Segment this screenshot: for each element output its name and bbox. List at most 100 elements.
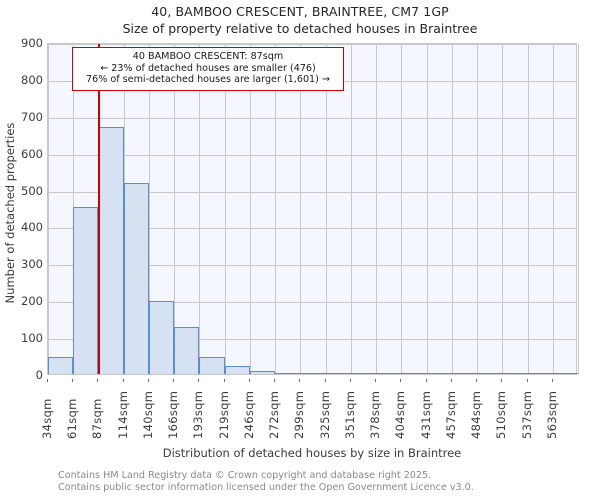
gridline-horizontal	[48, 339, 576, 341]
x-tick-mark	[97, 379, 99, 382]
gridline-vertical	[552, 44, 554, 374]
gridline-vertical	[300, 44, 302, 374]
histogram-bar	[325, 372, 351, 374]
histogram-bar	[552, 372, 578, 374]
y-tick-label: 500	[21, 183, 43, 198]
x-tick-mark	[147, 379, 149, 382]
histogram-bar	[451, 372, 478, 374]
histogram-bar	[300, 372, 326, 374]
y-tick-label: 200	[21, 294, 43, 309]
histogram-bar	[98, 126, 124, 374]
x-tick-label: 61sqm	[65, 398, 80, 439]
histogram-bar	[401, 372, 427, 374]
property-annotation-box: 40 BAMBOO CRESCENT: 87sqm ← 23% of detac…	[72, 47, 344, 91]
x-tick-mark	[299, 379, 301, 382]
x-tick-mark	[450, 379, 452, 382]
y-tick-label: 900	[21, 36, 43, 50]
annotation-line-3: 76% of semi-detached houses are larger (…	[86, 74, 330, 86]
x-tick-label: 563sqm	[544, 390, 559, 439]
x-tick-label: 325sqm	[317, 390, 332, 439]
x-tick-label: 404sqm	[393, 390, 408, 439]
y-axis-ticks: 0 100 200 300 400 500 600 700 800 900	[0, 36, 43, 382]
x-tick-label: 272sqm	[267, 390, 282, 439]
histogram-bar	[174, 326, 200, 374]
gridline-vertical	[48, 44, 49, 374]
annotation-line-1: 40 BAMBOO CRESCENT: 87sqm	[132, 51, 284, 62]
x-tick-mark	[400, 379, 402, 382]
x-tick-mark	[551, 379, 553, 382]
x-tick-label: 299sqm	[292, 390, 307, 439]
x-tick-mark	[324, 379, 326, 382]
x-tick-label: 34sqm	[40, 398, 54, 439]
histogram-bar	[477, 372, 503, 374]
gridline-vertical	[477, 44, 479, 374]
x-tick-label: 140sqm	[140, 390, 155, 439]
x-tick-label: 431sqm	[418, 390, 433, 439]
histogram-bar	[350, 372, 377, 374]
gridline-horizontal	[48, 191, 576, 193]
x-tick-label: 193sqm	[191, 390, 206, 439]
x-tick-mark	[425, 379, 427, 382]
footer-line-1: Contains HM Land Registry data © Crown c…	[58, 470, 432, 481]
gridline-horizontal	[48, 44, 576, 45]
gridline-vertical	[350, 44, 352, 374]
gridline-vertical	[148, 44, 150, 374]
x-tick-label: 510sqm	[494, 390, 509, 439]
gridline-vertical	[527, 44, 529, 374]
x-tick-label: 457sqm	[443, 390, 458, 439]
gridline-vertical	[249, 44, 251, 374]
gridline-horizontal	[48, 265, 576, 267]
y-tick-label: 400	[21, 220, 43, 235]
x-tick-mark	[274, 379, 276, 382]
annotation-line-2: ← 23% of detached houses are smaller (47…	[100, 62, 316, 74]
gridline-horizontal	[48, 302, 576, 304]
histogram-bar	[73, 207, 99, 374]
y-tick-label: 600	[21, 146, 43, 161]
chart-subtitle: Size of property relative to detached ho…	[122, 21, 478, 36]
x-tick-mark	[223, 379, 225, 382]
x-tick-label: 114sqm	[115, 390, 130, 439]
x-axis-title: Distribution of detached houses by size …	[162, 446, 462, 460]
plot-inner	[48, 44, 579, 374]
gridline-vertical	[174, 44, 176, 374]
x-tick-label: 537sqm	[519, 390, 534, 439]
x-tick-mark	[349, 379, 351, 382]
gridline-horizontal	[48, 117, 576, 119]
histogram-bar	[224, 365, 250, 374]
gridline-vertical	[401, 44, 403, 374]
x-tick-label: 246sqm	[241, 390, 256, 439]
plot-area	[47, 43, 579, 375]
x-tick-mark	[47, 379, 48, 382]
x-tick-mark	[248, 379, 250, 382]
gridline-vertical	[224, 44, 226, 374]
histogram-bar	[502, 372, 528, 374]
chart-title: 40, BAMBOO CRESCENT, BRAINTREE, CM7 1GP	[151, 4, 449, 19]
x-tick-mark	[476, 379, 478, 382]
x-axis-ticks: 34sqm 61sqm 87sqm 114sqm 140sqm 166sqm 193sqm 2…	[40, 379, 577, 441]
y-tick-label: 0	[35, 368, 43, 382]
histogram-bar	[48, 356, 74, 374]
histogram-bar	[249, 371, 276, 374]
y-tick-label: 800	[21, 72, 43, 87]
x-tick-label: 219sqm	[216, 390, 231, 439]
x-tick-label: 87sqm	[90, 398, 105, 439]
y-tick-label: 100	[21, 331, 43, 346]
x-tick-mark	[375, 379, 377, 382]
gridline-vertical	[426, 44, 428, 374]
x-tick-label: 378sqm	[368, 390, 383, 439]
gridline-horizontal	[48, 154, 576, 156]
x-tick-mark	[198, 379, 200, 382]
x-tick-mark	[72, 379, 74, 382]
y-tick-label: 300	[21, 257, 43, 272]
gridline-vertical	[199, 44, 201, 374]
gridline-vertical	[578, 44, 579, 374]
x-tick-mark	[122, 379, 124, 382]
gridline-vertical	[325, 44, 327, 374]
gridline-vertical	[275, 44, 277, 374]
histogram-bar	[123, 182, 149, 374]
histogram-bar	[376, 372, 402, 374]
x-tick-mark	[173, 379, 175, 382]
histogram-bar	[199, 356, 225, 374]
histogram-bar	[148, 300, 175, 374]
